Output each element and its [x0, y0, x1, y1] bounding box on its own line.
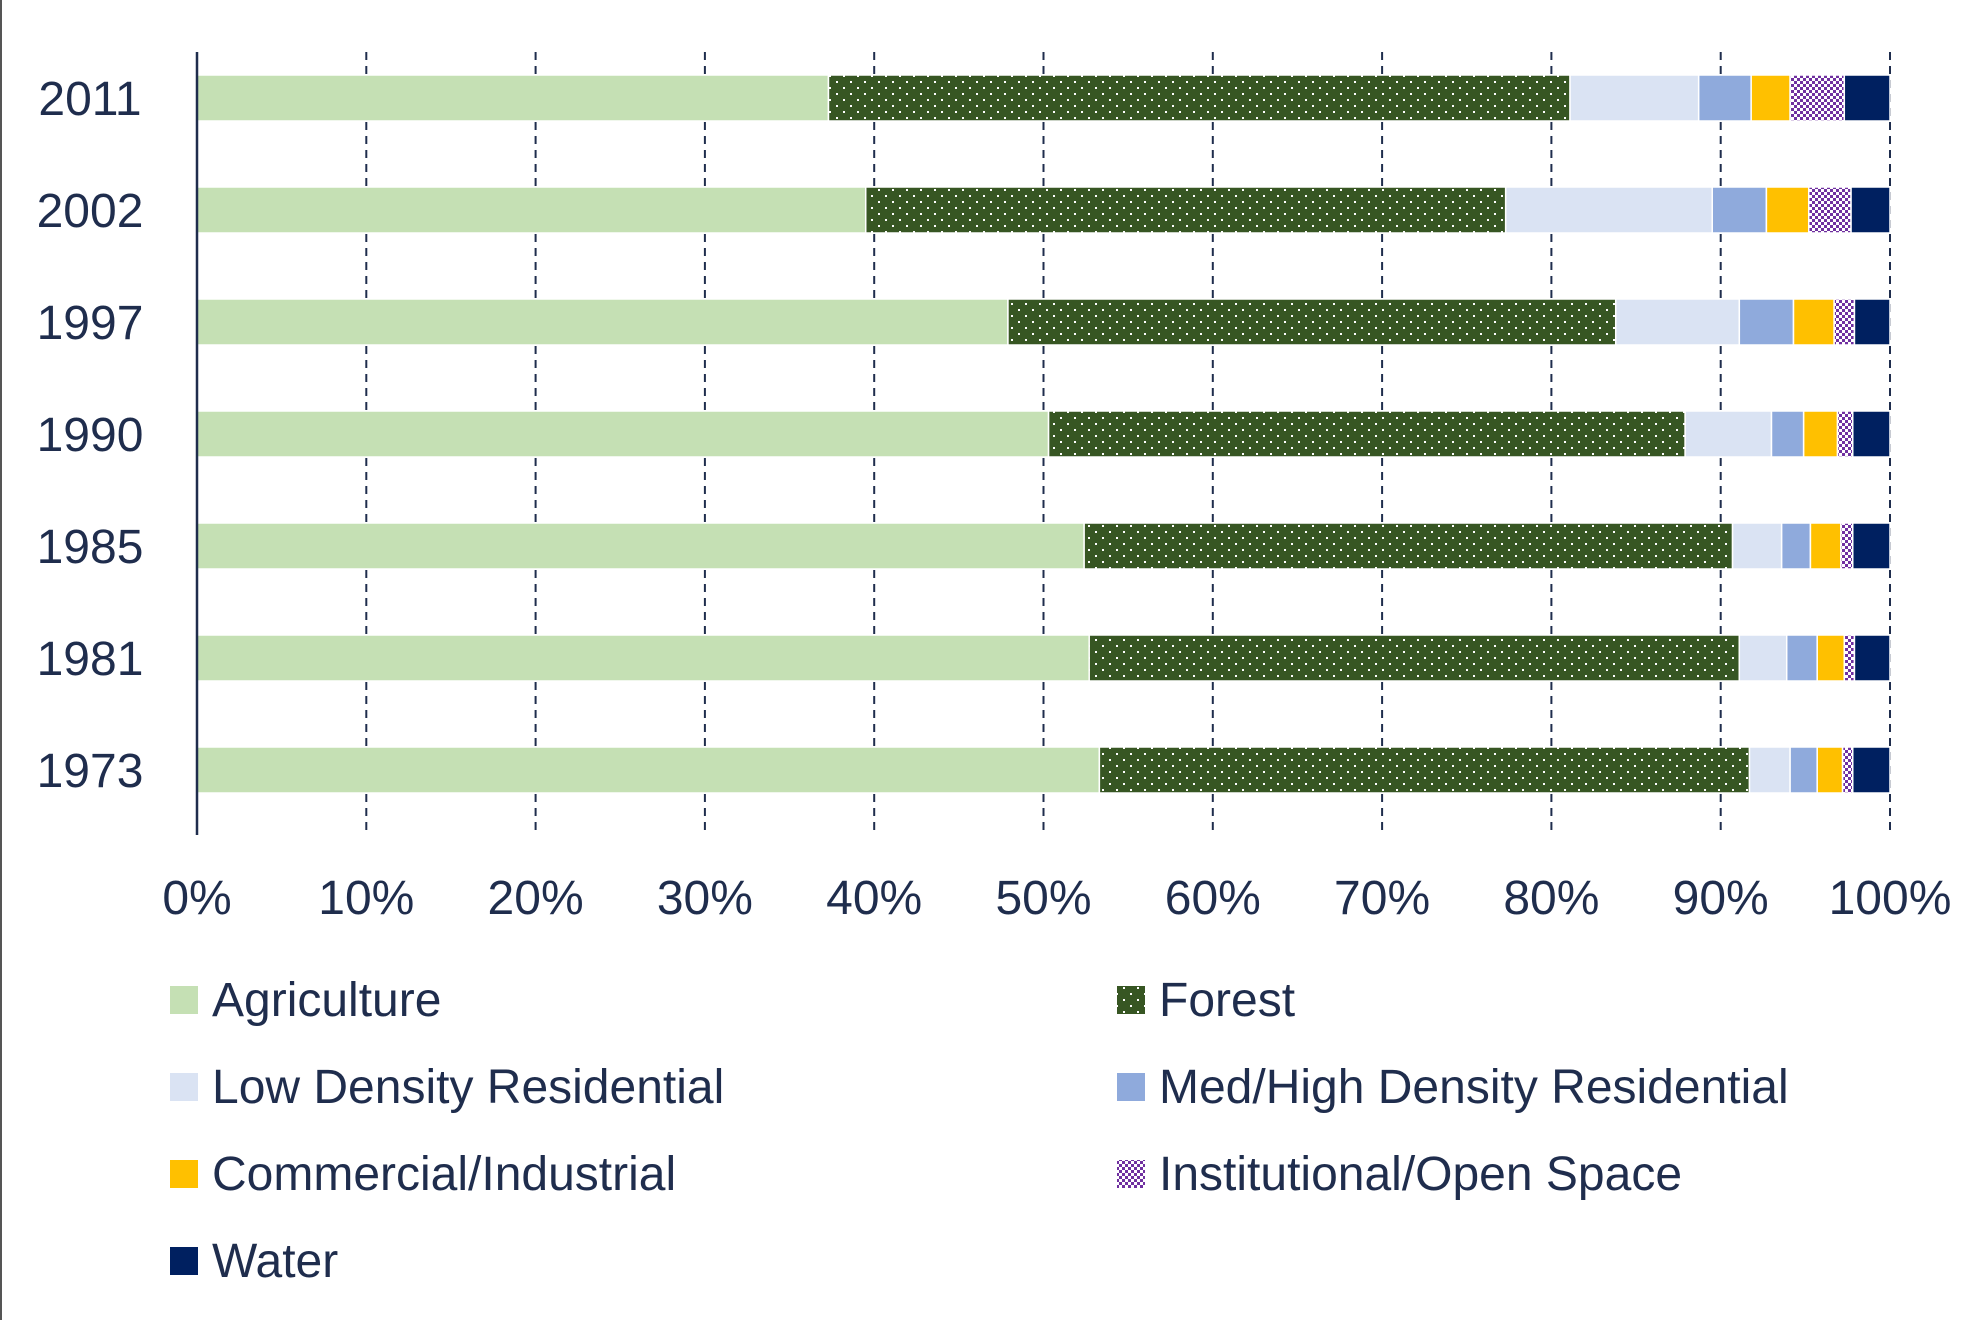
bar-1997-agriculture [196, 298, 1009, 346]
x-tick-labels: 0% 10% 20% 30% 40% 50% 60% 70% 80% 90% 100% [162, 872, 1951, 925]
bar-1990-agriculture [196, 410, 1050, 458]
bar-2002-low-density-residential [1504, 186, 1713, 234]
x-tick-label-80: 80% [1503, 872, 1599, 925]
bar-1997-commercial-industrial [1792, 298, 1835, 346]
bar-1973-forest [1098, 746, 1751, 794]
bar-2011-commercial-industrial [1750, 74, 1791, 122]
bar-1997-water [1853, 298, 1891, 346]
bar-1985-med-high-density-residential [1780, 522, 1812, 570]
legend-swatch-agriculture [170, 986, 198, 1014]
x-tick-label-40: 40% [826, 872, 922, 925]
y-tick-labels: 2011 2002 1997 1990 1985 1981 1973 [37, 73, 144, 798]
legend-swatch-med-high-density-residential [1117, 1073, 1145, 1101]
bar-1997-forest [1007, 298, 1617, 346]
legend-label-commercial-industrial: Commercial/Industrial [212, 1148, 676, 1201]
x-tick-label-10: 10% [318, 872, 414, 925]
x-tick-label-70: 70% [1334, 872, 1430, 925]
legend-label-forest: Forest [1159, 974, 1295, 1027]
bar-2011-forest [827, 74, 1571, 122]
bar-1990-institutional-open-space [1836, 410, 1854, 458]
bar-2002-institutional-open-space [1807, 186, 1852, 234]
legend-swatch-commercial-industrial [170, 1160, 198, 1188]
bar-2002-agriculture [196, 186, 867, 234]
bar-2011-agriculture [196, 74, 830, 122]
x-tick-label-50: 50% [995, 872, 1091, 925]
bar-1990-low-density-residential [1684, 410, 1773, 458]
bar-1981-agriculture [196, 634, 1090, 682]
bar-1973-commercial-industrial [1816, 746, 1844, 794]
legend-label-agriculture: Agriculture [212, 974, 441, 1027]
bar-1981-low-density-residential [1738, 634, 1788, 682]
y-tick-label-1981: 1981 [37, 633, 144, 686]
bar-1985-institutional-open-space [1840, 522, 1854, 570]
x-tick-label-90: 90% [1673, 872, 1769, 925]
bar-1985-water [1852, 522, 1891, 570]
bar-1981-commercial-industrial [1816, 634, 1846, 682]
legend-swatch-forest [1117, 986, 1145, 1014]
bar-2011-water [1843, 74, 1891, 122]
y-tick-label-1985: 1985 [37, 521, 144, 574]
bar-1981-med-high-density-residential [1785, 634, 1818, 682]
x-tick-label-20: 20% [488, 872, 584, 925]
bar-1973-water [1852, 746, 1891, 794]
legend-label-low-density-residential: Low Density Residential [212, 1061, 724, 1114]
bar-1990-water [1852, 410, 1891, 458]
bar-2011-institutional-open-space [1789, 74, 1846, 122]
x-tick-label-0: 0% [162, 872, 231, 925]
y-tick-label-1973: 1973 [37, 745, 144, 798]
y-tick-label-2011: 2011 [38, 73, 141, 126]
bar-1985-forest [1083, 522, 1734, 570]
bar-1990-commercial-industrial [1802, 410, 1839, 458]
bar-1997-med-high-density-residential [1738, 298, 1795, 346]
bar-1981-institutional-open-space [1843, 634, 1856, 682]
bar-2002-med-high-density-residential [1711, 186, 1768, 234]
bar-2002-commercial-industrial [1765, 186, 1810, 234]
bar-1985-commercial-industrial [1809, 522, 1842, 570]
legend-swatch-institutional-open-space [1117, 1160, 1145, 1188]
bar-1990-med-high-density-residential [1770, 410, 1805, 458]
bar-2011-low-density-residential [1569, 74, 1700, 122]
bar-1973-low-density-residential [1748, 746, 1791, 794]
bar-1985-agriculture [196, 522, 1085, 570]
gridlines [365, 52, 1891, 835]
bar-1973-agriculture [196, 746, 1101, 794]
bar-1981-forest [1088, 634, 1741, 682]
x-tick-label-60: 60% [1165, 872, 1261, 925]
legend-swatch-water [170, 1247, 198, 1275]
bar-1981-water [1853, 634, 1891, 682]
y-tick-label-1997: 1997 [37, 297, 144, 350]
left-border [0, 0, 2, 1320]
bar-1973-med-high-density-residential [1789, 746, 1818, 794]
legend-swatch-low-density-residential [170, 1073, 198, 1101]
bars [196, 74, 1891, 794]
bar-1973-institutional-open-space [1841, 746, 1854, 794]
bar-1985-low-density-residential [1731, 522, 1783, 570]
bar-2011-med-high-density-residential [1697, 74, 1752, 122]
bar-2002-forest [864, 186, 1507, 234]
y-tick-label-1990: 1990 [37, 409, 144, 462]
x-tick-label-30: 30% [657, 872, 753, 925]
bar-1997-low-density-residential [1614, 298, 1741, 346]
bar-1997-institutional-open-space [1833, 298, 1856, 346]
bar-1990-forest [1047, 410, 1686, 458]
legend-label-institutional-open-space: Institutional/Open Space [1159, 1148, 1682, 1201]
legend-label-med-high-density-residential: Med/High Density Residential [1159, 1061, 1789, 1114]
bar-2002-water [1850, 186, 1891, 234]
y-tick-label-2002: 2002 [37, 185, 144, 238]
legend: Agriculture Forest Low Density Residential… [170, 974, 1789, 1288]
x-tick-label-100: 100% [1829, 872, 1952, 925]
legend-label-water: Water [212, 1235, 338, 1288]
